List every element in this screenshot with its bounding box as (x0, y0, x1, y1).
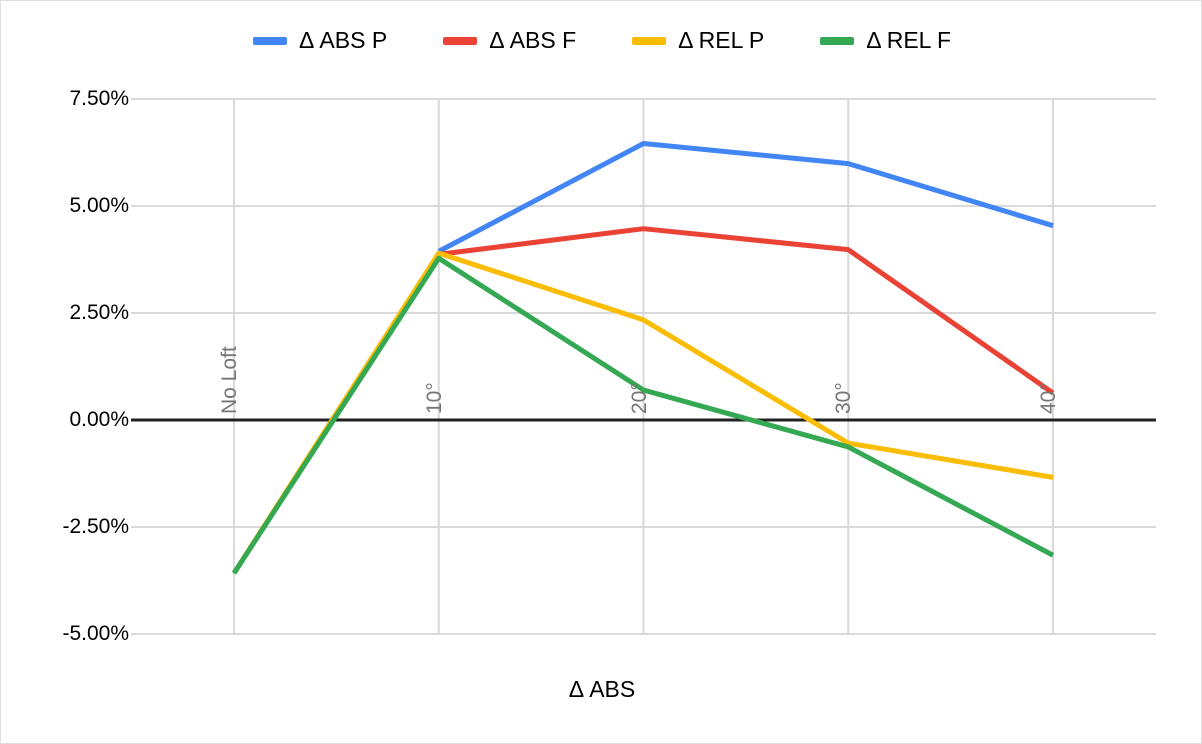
series-lines (231, 141, 1055, 575)
x-axis-title: Δ ABS (568, 676, 636, 702)
x-tick-label: 10° (422, 382, 446, 414)
y-tick-label: -5.00% (62, 622, 129, 645)
series-line[interactable] (437, 141, 1054, 254)
x-tick-label: 40° (1037, 382, 1060, 414)
series-line[interactable] (438, 226, 1055, 396)
y-tick-label: 5.00% (69, 194, 129, 217)
x-tick-label: 20° (627, 382, 651, 414)
y-tick-label: -2.50% (62, 515, 129, 538)
x-tick-label: 30° (832, 382, 856, 414)
y-tick-label: 0.00% (69, 408, 129, 431)
series-line[interactable] (231, 255, 1055, 575)
x-tick-label: No Loft (218, 346, 241, 414)
y-tick-label: 2.50% (69, 301, 129, 324)
y-tick-label: 7.50% (69, 87, 129, 110)
vertical-gridlines (233, 99, 1054, 634)
